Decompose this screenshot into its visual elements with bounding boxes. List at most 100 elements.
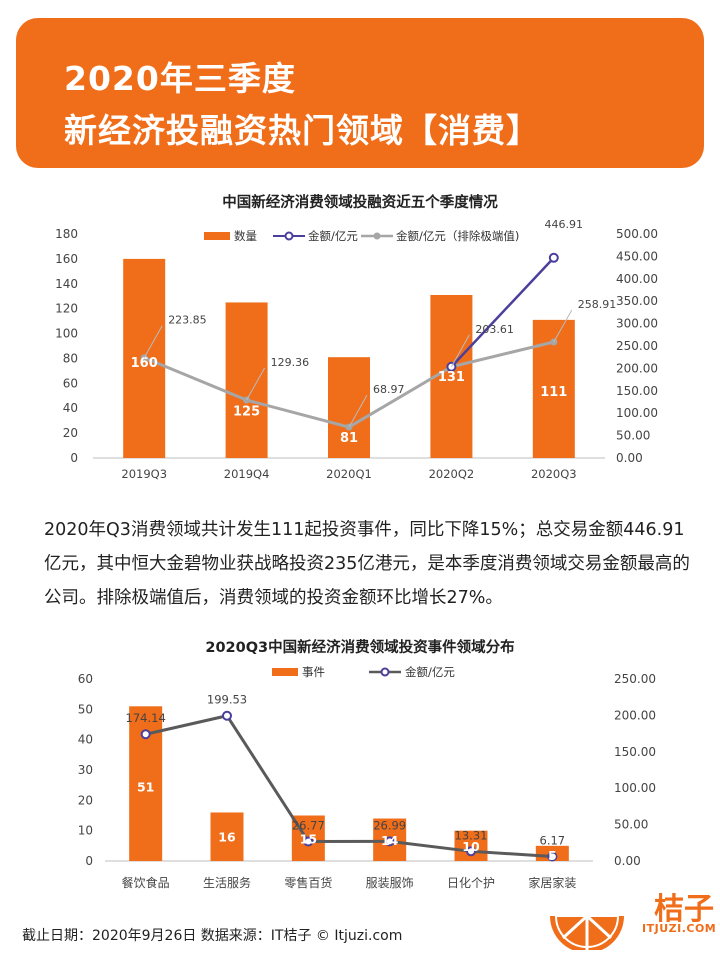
chart2-right-tick: 200.00: [614, 708, 656, 722]
chart2-line-label: 13.31: [455, 828, 488, 842]
chart1-bar-label: 160: [131, 356, 158, 371]
chart1-callout-label: 203.61: [475, 323, 514, 336]
chart1-right-tick: 150.00: [616, 384, 658, 398]
chart1-legend-label: 数量: [234, 229, 257, 243]
chart2-left-tick: 10: [78, 824, 93, 838]
chart1-bar-label: 125: [233, 404, 260, 419]
chart1-left-tick: 40: [63, 401, 78, 415]
chart2-x-tick: 生活服务: [203, 875, 251, 890]
chart1-callout-line: [143, 325, 163, 358]
chart2-x-tick: 家居家装: [528, 875, 576, 890]
chart1-left-tick: 160: [55, 252, 78, 266]
logo-domain: ITJUZI.COM: [642, 922, 717, 935]
quarterly-chart: 中国新经济消费领域投融资近五个季度情况 0 20 40 60 80 100 120 140 160…: [55, 193, 658, 481]
chart1-right-tick: 100.00: [616, 406, 658, 420]
orange-slice-icon: [550, 914, 624, 950]
chart1-right-tick: 0.00: [616, 451, 643, 465]
chart2-line: [145, 714, 553, 859]
title-line-1: 2020年三季度: [64, 59, 296, 98]
chart2-line-label: 26.77: [292, 819, 325, 833]
chart1-left-tick: 120: [55, 302, 78, 316]
chart2-right-tick: 0.00: [614, 854, 641, 868]
chart2-bar-label: 14: [381, 833, 399, 848]
chart1-legend-label: 金额/亿元: [308, 229, 358, 243]
chart2-left-tick: 50: [78, 702, 93, 716]
chart2-right-tick: 100.00: [614, 781, 656, 795]
chart1-left-tick: 60: [63, 376, 78, 390]
chart1-top-label: 446.91: [545, 218, 584, 231]
chart1-callout-label: 68.97: [373, 383, 405, 396]
chart2-line-label: 6.17: [540, 834, 566, 848]
chart1-point-total: [548, 252, 559, 263]
chart2-bar: [210, 812, 244, 861]
chart2-left-tick: 60: [78, 672, 93, 686]
chart2-bar-label: 10: [462, 839, 480, 854]
chart2-legend-swatch-bar: [272, 668, 298, 676]
chart2-right-tick: 250.00: [614, 672, 656, 686]
chart1-callout-label: 129.36: [271, 356, 310, 369]
chart1-line-total: [450, 256, 555, 368]
title-line-2: 新经济投融资热门领域【消费】: [64, 111, 540, 150]
chart2-right-tick: 150.00: [614, 745, 656, 759]
chart1-left-tick: 100: [55, 327, 78, 341]
chart2-point: [303, 836, 314, 847]
chart2-legend-label: 事件: [302, 665, 325, 679]
chart1-right-tick: 400.00: [616, 272, 658, 286]
chart1-right-tick: 300.00: [616, 317, 658, 331]
chart2-x-tick: 零售百货: [284, 875, 332, 890]
chart2-title: 2020Q3中国新经济消费领域投资事件领域分布: [205, 638, 514, 656]
chart1-legend-swatch-bar: [204, 232, 230, 240]
chart1-legend-swatch-dot: [284, 231, 294, 241]
itjuzi-logo: 桔子 ITJUZI.COM: [532, 880, 720, 950]
chart1-x-tick: 2019Q3: [121, 467, 167, 481]
chart1-left-tick: 180: [55, 227, 78, 241]
chart1-bar-label: 81: [340, 431, 358, 446]
chart1-callout-line: [450, 334, 470, 368]
chart2-left-tick: 0: [85, 854, 93, 868]
chart1-callout-line: [553, 309, 573, 343]
chart2-line-label: 199.53: [207, 693, 247, 707]
footer-source: 截止日期：2020年9月26日 数据来源：IT桔子 © Itjuzi.com: [22, 928, 403, 944]
chart2-bar-label: 15: [300, 831, 317, 846]
chart1-legend-label: 金额/亿元（排除极端值): [396, 229, 519, 243]
chart2-point: [466, 846, 476, 857]
chart1-point-excl: [140, 354, 148, 362]
chart2-point: [222, 710, 232, 721]
chart2-bar-label: 51: [137, 779, 154, 794]
chart1-legend-swatch-dot: [373, 232, 381, 240]
chart1-x-tick: 2020Q2: [429, 467, 475, 481]
chart1-right-tick: 350.00: [616, 294, 658, 308]
chart1-x-tick: 2020Q3: [531, 467, 577, 481]
chart1-x-tick: 2020Q1: [326, 467, 372, 481]
chart2-x-tick: 餐饮食品: [122, 875, 170, 890]
chart2-point: [140, 729, 151, 740]
chart1-x-tick: 2019Q4: [224, 467, 270, 481]
chart1-right-tick: 500.00: [616, 227, 658, 241]
chart1-title: 中国新经济消费领域投融资近五个季度情况: [222, 193, 498, 211]
chart2-legend-label: 金额/亿元: [405, 665, 455, 679]
chart1-callout-label: 223.85: [168, 314, 207, 327]
chart2-x-tick: 日化个护: [447, 876, 495, 890]
chart2-line-label: 174.14: [126, 711, 166, 725]
chart2-bar-label: 16: [218, 830, 236, 845]
chart1-left-tick: 80: [63, 351, 78, 365]
chart1-bar-label: 131: [438, 370, 465, 385]
chart1-callout-line: [348, 394, 368, 428]
chart2-right-tick: 50.00: [614, 818, 648, 832]
chart1-left-tick: 140: [55, 277, 78, 291]
chart1-bar: [225, 302, 268, 458]
chart2-legend-swatch-dot: [380, 667, 390, 677]
chart1-left-tick: 20: [63, 426, 78, 440]
chart1-left-tick: 0: [70, 451, 78, 465]
chart1-right-tick: 200.00: [616, 361, 658, 375]
chart1-right-tick: 450.00: [616, 249, 658, 263]
chart2-line-label: 26.99: [373, 818, 406, 832]
logo-brand: 桔子: [654, 892, 714, 927]
chart1-callout-line: [246, 367, 266, 401]
chart2-left-tick: 30: [78, 763, 93, 777]
chart1-callout-label: 258.91: [578, 298, 617, 311]
chart2-bar-label: 5: [548, 848, 557, 863]
chart2-point: [547, 851, 558, 862]
chart1-bar: [328, 357, 370, 458]
chart2-left-tick: 40: [78, 733, 93, 747]
